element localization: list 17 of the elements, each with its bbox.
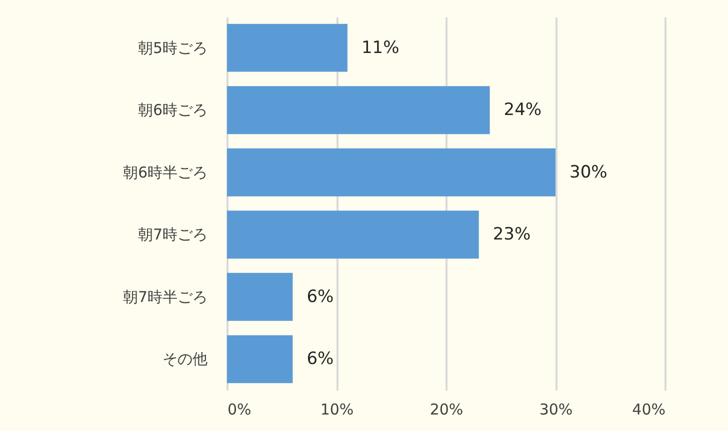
x-tick-label: 10% xyxy=(320,400,354,418)
y-tick-label: 朝7時ごろ xyxy=(138,226,208,244)
x-tick-label: 0% xyxy=(228,400,252,418)
y-tick-label: 朝7時半ごろ xyxy=(122,288,208,306)
x-tick-label: 40% xyxy=(632,400,666,418)
y-tick-label: その他 xyxy=(162,350,208,368)
x-tick-label: 20% xyxy=(430,400,464,418)
data-label: 24% xyxy=(504,100,542,120)
data-label: 11% xyxy=(361,38,400,58)
data-label: 30% xyxy=(570,162,608,182)
data-label: 6% xyxy=(306,286,334,307)
y-tick-label: 朝6時ごろ xyxy=(138,101,208,120)
y-tick-label: 朝6時半ごろ xyxy=(122,163,208,182)
data-label: 23% xyxy=(492,224,531,245)
data-label: 6% xyxy=(306,349,334,370)
y-tick-label: 朝5時ごろ xyxy=(138,38,208,57)
x-tick-label: 30% xyxy=(539,400,573,418)
